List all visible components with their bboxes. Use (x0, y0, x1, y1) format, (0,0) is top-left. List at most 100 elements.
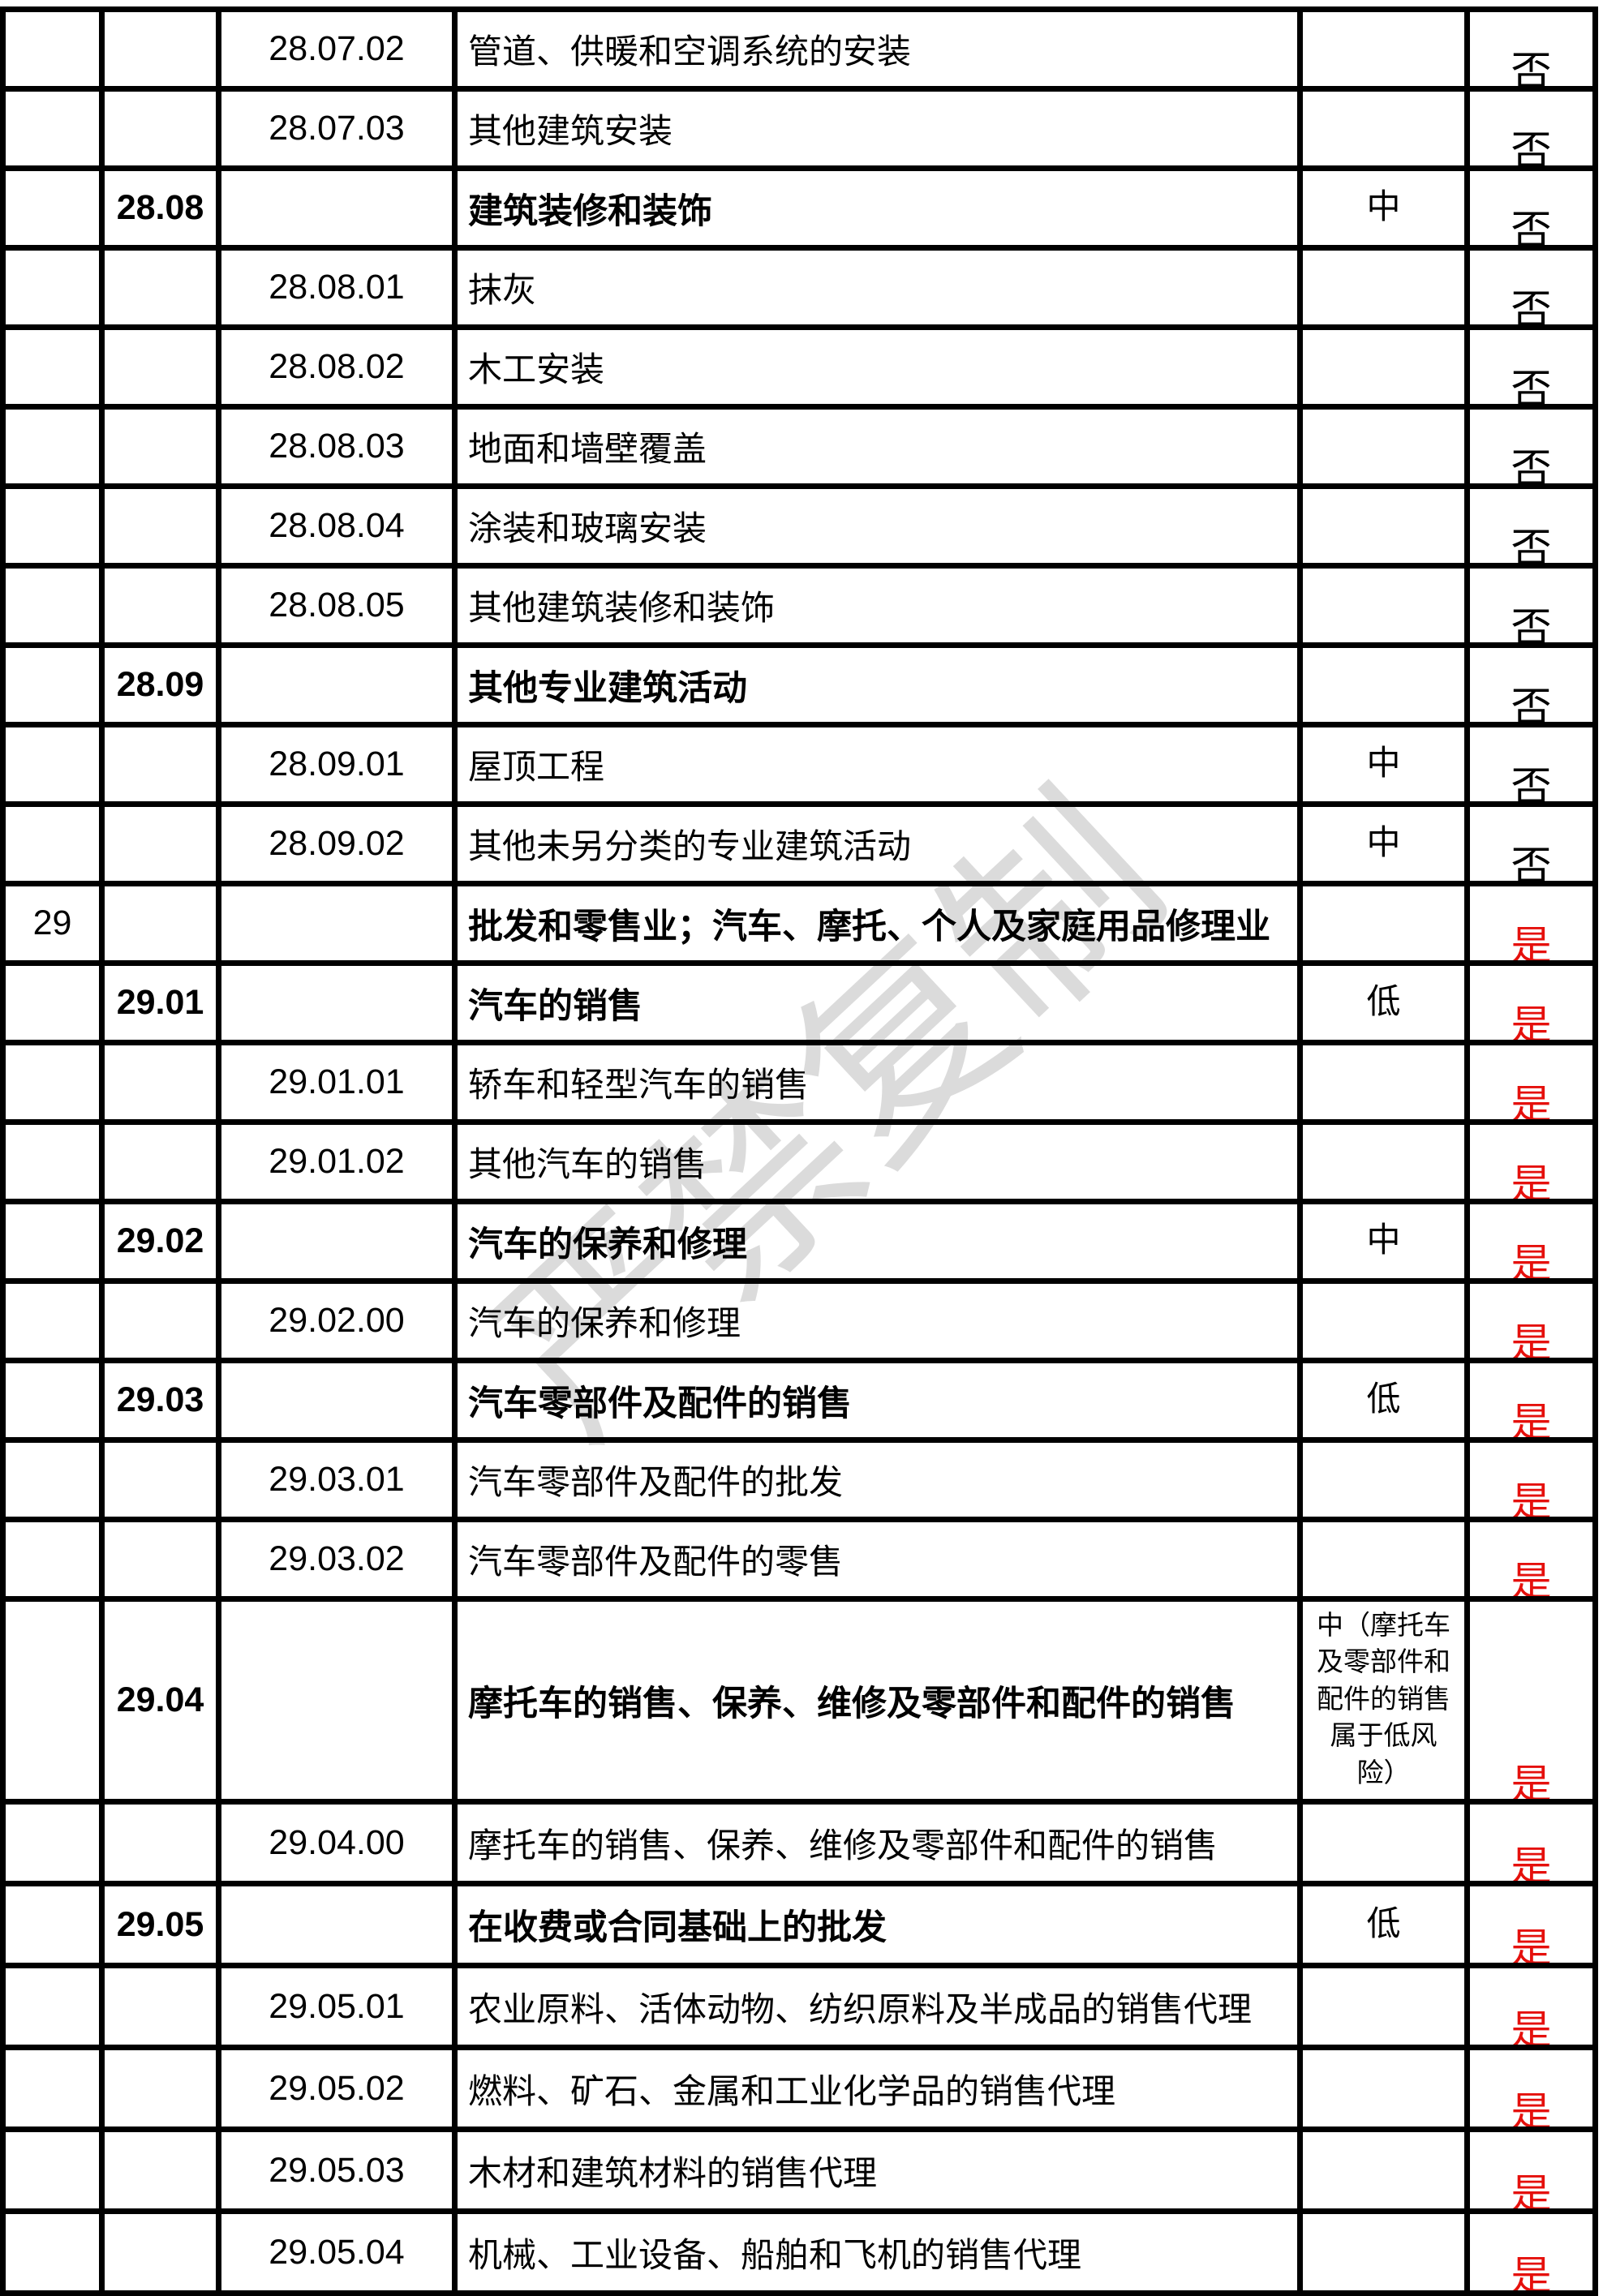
table-row: 28.09 其他专业建筑活动 否 (6, 642, 1592, 722)
risk-level-cell: 中 (1303, 171, 1470, 245)
subclass-code-cell: 28.07.03 (221, 92, 458, 165)
risk-level-cell (1303, 1045, 1470, 1119)
risk-level-text: 中 (1366, 745, 1401, 783)
category-code-cell (105, 886, 221, 960)
subclass-code-cell: 29.05.03 (221, 2132, 458, 2208)
subclass-code: 29.02.00 (269, 1301, 405, 1340)
yes-no-cell: 否 (1470, 648, 1592, 722)
risk-level-cell (1303, 12, 1470, 86)
subclass-code-cell: 29.05.02 (221, 2050, 458, 2126)
description-text: 建筑装修和装饰 (468, 192, 712, 231)
section-code-cell (6, 1443, 105, 1517)
description-cell: 机械、工业设备、船舶和飞机的销售代理 (458, 2214, 1303, 2290)
description-text: 汽车零部件及配件的批发 (468, 1465, 844, 1502)
subclass-code-cell (221, 1363, 458, 1437)
category-code-cell (105, 2050, 221, 2126)
risk-level-text: 中 (1366, 189, 1401, 227)
yes-no-text: 是 (1511, 2089, 1552, 2126)
description-text: 其他未另分类的专业建筑活动 (468, 829, 912, 866)
category-code-cell: 29.04 (105, 1602, 221, 1799)
category-code-cell (105, 727, 221, 801)
yes-no-text: 否 (1511, 605, 1552, 642)
yes-no-text: 否 (1511, 685, 1552, 722)
risk-level-cell (1303, 1125, 1470, 1199)
yes-no-text: 是 (1511, 1082, 1552, 1119)
subclass-code: 29.05.01 (269, 1986, 405, 2026)
subclass-code-cell: 29.03.02 (221, 1522, 458, 1596)
yes-no-cell: 是 (1470, 1522, 1592, 1596)
subclass-code-cell (221, 886, 458, 960)
yes-no-cell: 否 (1470, 489, 1592, 563)
category-code-cell (105, 410, 221, 483)
risk-level-cell (1303, 2050, 1470, 2126)
table-row: 28.08.01 抹灰 否 (6, 245, 1592, 324)
section-code-cell (6, 1125, 105, 1199)
category-code-cell (105, 251, 221, 324)
description-cell: 汽车零部件及配件的零售 (458, 1522, 1303, 1596)
subclass-code-cell (221, 171, 458, 245)
description-text: 木工安装 (468, 352, 605, 389)
risk-level-cell: 低 (1303, 1363, 1470, 1437)
yes-no-cell: 否 (1470, 330, 1592, 404)
subclass-code: 28.07.03 (269, 109, 405, 148)
yes-no-text: 是 (1511, 1479, 1552, 1517)
section-code-cell (6, 92, 105, 165)
description-cell: 其他未另分类的专业建筑活动 (458, 807, 1303, 881)
yes-no-cell: 是 (1470, 2214, 1592, 2290)
yes-no-text: 是 (1511, 1161, 1552, 1199)
description-text: 抹灰 (468, 273, 537, 310)
yes-no-text: 否 (1511, 287, 1552, 324)
description-cell: 汽车的保养和修理 (458, 1204, 1303, 1278)
subclass-code-cell: 28.08.05 (221, 569, 458, 642)
subclass-code: 28.07.02 (269, 29, 405, 68)
yes-no-cell: 否 (1470, 92, 1592, 165)
description-text: 轿车和轻型汽车的销售 (468, 1067, 810, 1105)
yes-no-text: 是 (1511, 1762, 1552, 1799)
category-code-cell (105, 12, 221, 86)
description-text: 汽车的保养和修理 (468, 1225, 747, 1264)
subclass-code: 28.08.02 (269, 347, 405, 386)
risk-level-cell: 低 (1303, 1886, 1470, 1963)
description-cell: 其他建筑安装 (458, 92, 1303, 165)
subclass-code: 29.04.00 (269, 1822, 405, 1862)
table-row: 29.04.00 摩托车的销售、保养、维修及零部件和配件的销售 是 (6, 1799, 1592, 1881)
yes-no-text: 否 (1511, 526, 1552, 563)
risk-level-cell (1303, 2132, 1470, 2208)
subclass-code-cell: 29.05.01 (221, 1968, 458, 2045)
yes-no-text: 是 (1511, 2171, 1552, 2208)
section-code-cell (6, 727, 105, 801)
description-cell: 批发和零售业；汽车、摩托、个人及家庭用品修理业 (458, 886, 1303, 960)
category-code-cell: 29.03 (105, 1363, 221, 1437)
table-row: 29.05.02 燃料、矿石、金属和工业化学品的销售代理 是 (6, 2045, 1592, 2126)
subclass-code-cell: 28.08.01 (221, 251, 458, 324)
yes-no-cell: 是 (1470, 1602, 1592, 1799)
description-cell: 涂装和玻璃安装 (458, 489, 1303, 563)
description-cell: 管道、供暖和空调系统的安装 (458, 12, 1303, 86)
risk-level-text: 中 (1366, 825, 1401, 863)
table-row: 29.04 摩托车的销售、保养、维修及零部件和配件的销售 中（摩托车 及零部件和… (6, 1596, 1592, 1799)
description-text: 批发和零售业；汽车、摩托、个人及家庭用品修理业 (468, 908, 1270, 946)
subclass-code-cell (221, 1204, 458, 1278)
section-code-cell (6, 1805, 105, 1881)
description-text: 其他专业建筑活动 (468, 669, 747, 708)
subclass-code: 29.05.03 (269, 2150, 405, 2190)
risk-level-cell: 中 (1303, 1204, 1470, 1278)
description-cell: 其他建筑装修和装饰 (458, 569, 1303, 642)
yes-no-text: 是 (1511, 2007, 1552, 2045)
subclass-code: 28.09.01 (269, 745, 405, 783)
risk-level-text: 中 (1366, 1222, 1401, 1260)
subclass-code: 28.08.04 (269, 506, 405, 545)
yes-no-text: 是 (1511, 1002, 1552, 1040)
table-row: 29.03.01 汽车零部件及配件的批发 是 (6, 1437, 1592, 1517)
table-row: 29.05 在收费或合同基础上的批发 低 是 (6, 1881, 1592, 1963)
category-code-cell: 29.05 (105, 1886, 221, 1963)
section-code-cell (6, 807, 105, 881)
subclass-code-cell: 28.08.03 (221, 410, 458, 483)
description-text: 管道、供暖和空调系统的安装 (468, 34, 912, 71)
yes-no-text: 是 (1511, 2253, 1552, 2290)
category-code-cell (105, 1968, 221, 2045)
description-text: 汽车的保养和修理 (468, 1306, 741, 1343)
category-code-cell: 29.02 (105, 1204, 221, 1278)
description-cell: 轿车和轻型汽车的销售 (458, 1045, 1303, 1119)
